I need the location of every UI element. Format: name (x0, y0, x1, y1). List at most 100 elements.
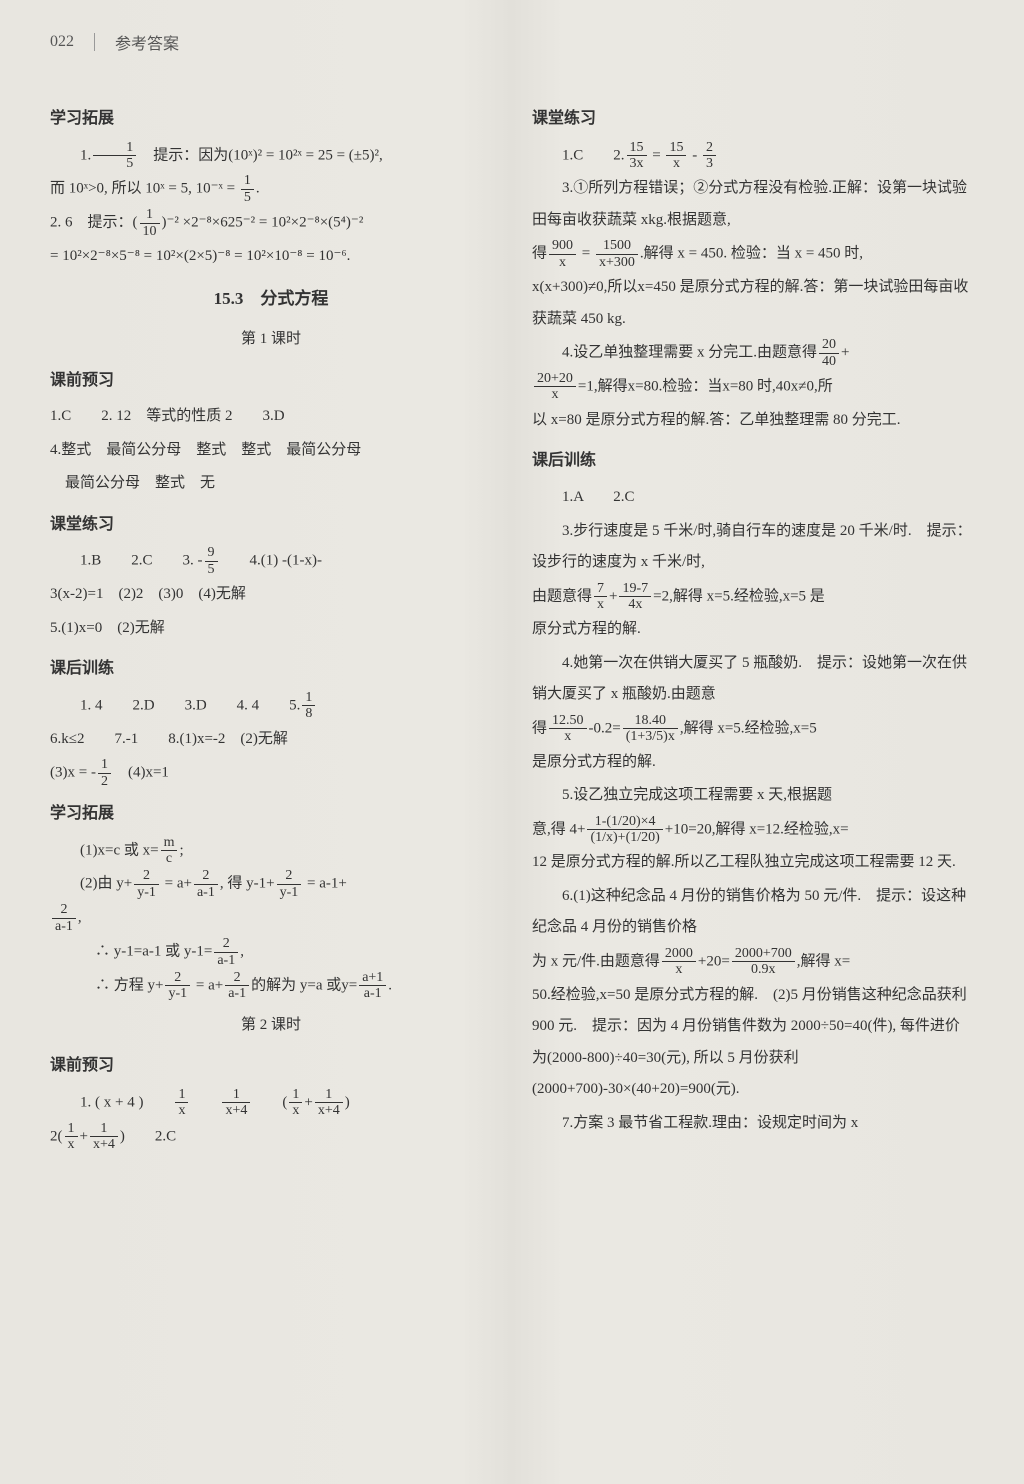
text-line: 得900x = 1500x+300.解得 x = 450. 检验：当 x = 4… (532, 238, 974, 270)
txt: 2. 6 提示： (50, 215, 133, 231)
txt: (1)x=c 或 x= (50, 842, 159, 858)
txt: , (78, 910, 82, 926)
fraction: 20+20x (534, 371, 576, 403)
fraction: 15x (666, 140, 686, 172)
text-line: 1. ( x + 4 ) 1x 1x+4 (1x+1x+4) (50, 1087, 492, 1119)
text-line: 最简公分母 整式 无 (50, 468, 492, 500)
txt: =1,解得x=80.检验：当x=80 时,40x≠0,所 (578, 378, 833, 394)
txt: 1. 4 2.D 3.D 4. 4 5. (50, 697, 300, 713)
text-line: 4.设乙单独整理需要 x 分完工.由题意得2040+ (532, 337, 974, 369)
text-line: 6.(1)这种纪念品 4 月份的销售价格为 50 元/件. 提示：设这种纪念品 … (532, 881, 974, 944)
text-line: 2(1x+1x+4) 2.C (50, 1121, 492, 1153)
sec-title: 课前预习 (50, 364, 492, 398)
fraction: 15 (241, 173, 254, 205)
page-number: 022 (50, 33, 74, 51)
txt: ; (179, 842, 183, 858)
text-line: 7.方案 3 最节省工程款.理由：设规定时间为 x (532, 1108, 974, 1140)
fraction: 12 (98, 757, 111, 789)
fraction: 153x (627, 140, 647, 172)
txt: 2( (50, 1128, 63, 1144)
sec-title: 课后训练 (50, 652, 492, 686)
fraction: 18 (302, 690, 315, 722)
txt: =2,解得 x=5.经检验,x=5 是 (653, 588, 825, 604)
txt: 为 x 元/件.由题意得 (532, 953, 660, 969)
txt: + (841, 345, 849, 361)
fraction: 2000+7000.9x (732, 946, 795, 978)
txt: ⁻² ×2⁻⁸×625⁻² = 10²×2⁻⁸×(5⁴)⁻² (167, 215, 364, 231)
sec-title: 课后训练 (532, 444, 974, 478)
txt: .解得 x = 450. 检验：当 x = 450 时, (640, 246, 863, 262)
txt: ∴ 方程 y+ (50, 977, 163, 993)
txt: 提示：因为(10ˣ)² = 10²ˣ = 25 = (±5)², (138, 147, 383, 163)
txt: 得 (532, 246, 547, 262)
txt (190, 1094, 220, 1110)
page-header: 022 参考答案 (50, 30, 974, 54)
txt: = a+ (161, 876, 192, 892)
text-line: 2a-1, (50, 902, 492, 934)
lesson-sub: 第 2 课时 (50, 1010, 492, 1042)
text-line: 而 10ˣ>0, 所以 10ˣ = 5, 10⁻ˣ = 15. (50, 173, 492, 205)
sec-title: 课堂练习 (50, 508, 492, 542)
txt: (4)x=1 (113, 765, 169, 781)
text-line: 50.经检验,x=50 是原分式方程的解. (2)5 月份销售这种纪念品获利 9… (532, 980, 974, 1106)
txt: 1. (80, 147, 91, 163)
text-line: 2. 6 提示：(110)⁻² ×2⁻⁸×625⁻² = 10²×2⁻⁸×(5⁴… (50, 207, 492, 239)
fraction: 95 (205, 545, 218, 577)
txt: +10=20,解得 x=12.经检验,x= (665, 821, 849, 837)
text-line: 5.(1)x=0 (2)无解 (50, 613, 492, 645)
lesson-sub: 第 1 课时 (50, 324, 492, 356)
txt: 4.设乙单独整理需要 x 分完工.由题意得 (532, 345, 817, 361)
txt: , (240, 943, 244, 959)
fraction: 2y-1 (134, 868, 159, 900)
txt: ∴ y-1=a-1 或 y-1= (50, 943, 212, 959)
fraction: 1500x+300 (596, 238, 638, 270)
txt: 1. ( x + 4 ) (50, 1094, 173, 1110)
fraction: 1-(1/20)×4(1/x)+(1/20) (587, 814, 662, 846)
text-line: 1.A 2.C (532, 482, 974, 514)
fraction: 1x+4 (315, 1087, 343, 1119)
txt: -0.2= (589, 720, 621, 736)
text-line: 1.C 2.153x = 15x - 23 (532, 140, 974, 172)
txt: ) 2.C (120, 1128, 176, 1144)
text-line: 是原分式方程的解. (532, 747, 974, 779)
txt: - (688, 147, 701, 163)
txt: . (256, 181, 260, 197)
text-line: 原分式方程的解. (532, 614, 974, 646)
fraction: 7x (594, 581, 607, 613)
fraction: 2000x (662, 946, 696, 978)
txt: + (304, 1094, 312, 1110)
sec-title: 学习拓展 (50, 797, 492, 831)
page: 022 参考答案 学习拓展 1. 15 提示：因为(10ˣ)² = 10²ˣ = … (0, 0, 1024, 1484)
fraction: 19-74x (619, 581, 651, 613)
sec-title: 课堂练习 (532, 102, 974, 136)
txt: = (649, 147, 665, 163)
fraction: 18.40(1+3/5)x (623, 713, 678, 745)
right-column: 课堂练习 1.C 2.153x = 15x - 23 3.①所列方程错误；②分式… (532, 94, 974, 1155)
fraction: 1x (175, 1087, 188, 1119)
text-line: 4.整式 最简公分母 整式 整式 最简公分母 (50, 435, 492, 467)
fraction: 1x (289, 1087, 302, 1119)
fraction: 2a-1 (214, 936, 238, 968)
fraction: 2y-1 (165, 970, 190, 1002)
sec-title: 课前预习 (50, 1049, 492, 1083)
fraction: 1x (65, 1121, 78, 1153)
txt: 的解为 y=a 或y= (251, 977, 357, 993)
text-line: 1.C 2. 12 等式的性质 2 3.D (50, 401, 492, 433)
txt: ,解得 x= (797, 953, 850, 969)
fraction: 2a-1 (225, 970, 249, 1002)
text-line: 12 是原分式方程的解.所以乙工程队独立完成这项工程需要 12 天. (532, 847, 974, 879)
txt: , 得 y-1+ (220, 876, 275, 892)
header-divider (94, 33, 95, 51)
text-line: 得12.50x-0.2=18.40(1+3/5)x,解得 x=5.经检验,x=5 (532, 713, 974, 745)
txt: = a+ (192, 977, 223, 993)
left-column: 学习拓展 1. 15 提示：因为(10ˣ)² = 10²ˣ = 25 = (±5)… (50, 94, 492, 1155)
txt: + (609, 588, 617, 604)
text-line: ∴ 方程 y+2y-1 = a+2a-1的解为 y=a 或y=a+1a-1. (50, 970, 492, 1002)
txt: = a-1+ (303, 876, 347, 892)
text-line: 5.设乙独立完成这项工程需要 x 天,根据题 (532, 780, 974, 812)
fraction: 1x+4 (90, 1121, 118, 1153)
txt: ,解得 x=5.经检验,x=5 (680, 720, 817, 736)
header-title: 参考答案 (115, 30, 179, 54)
text-line: = 10²×2⁻⁸×5⁻⁸ = 10²×(2×5)⁻⁸ = 10²×10⁻⁸ =… (50, 241, 492, 273)
text-line: (1)x=c 或 x=mc; (50, 835, 492, 867)
